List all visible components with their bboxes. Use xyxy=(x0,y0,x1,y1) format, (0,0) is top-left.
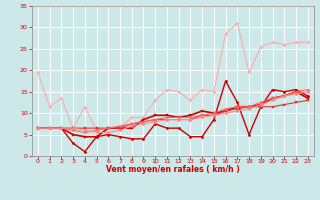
X-axis label: Vent moyen/en rafales ( km/h ): Vent moyen/en rafales ( km/h ) xyxy=(106,165,240,174)
